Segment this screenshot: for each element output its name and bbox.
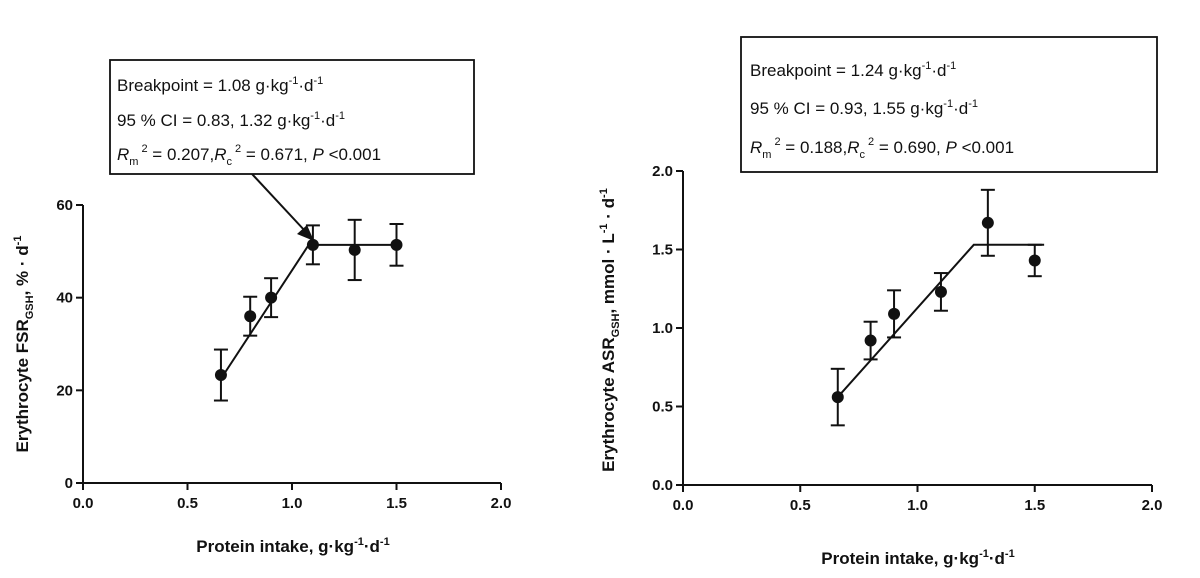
right-x-tick-label: 1.0 bbox=[907, 497, 928, 514]
left-data-point bbox=[348, 243, 361, 256]
left-data-point bbox=[214, 369, 227, 382]
left-ticks: 0.0 0.5 1.0 1.5 2.0 0 20 40 60 bbox=[56, 197, 511, 512]
right-x-tick-label: 0.5 bbox=[790, 497, 811, 514]
left-data-point bbox=[306, 238, 319, 251]
left-data-point bbox=[244, 310, 257, 323]
right-ticks: 0.0 0.5 1.0 1.5 2.0 0.0 0.5 1.0 1.5 2.0 bbox=[652, 163, 1162, 514]
left-chart: 0.0 0.5 1.0 1.5 2.0 0 20 40 60 Erythrocyte FSRGS… bbox=[12, 59, 511, 556]
left-y-tick-label: 0 bbox=[65, 475, 73, 492]
left-x-tick-label: 0.5 bbox=[177, 495, 198, 512]
left-annotation: Breakpoint = 1.08 g·kg-1·d-1 95 % CI = 0… bbox=[109, 59, 475, 241]
left-annotation-arrowhead bbox=[297, 225, 314, 241]
left-x-label: Protein intake, g·kg-1·d-1 bbox=[196, 536, 389, 556]
left-annotation-r2: Rm2 = 0.207,Rc2 = 0.671, P <0.001 bbox=[117, 143, 381, 168]
right-data-point bbox=[864, 334, 877, 347]
left-data-point bbox=[390, 238, 403, 251]
left-annotation-ci: 95 % CI = 0.83, 1.32 g·kg-1·d-1 bbox=[117, 110, 345, 130]
left-points bbox=[213, 218, 404, 402]
left-y-tick-label: 60 bbox=[56, 197, 73, 214]
right-annotation-r2: Rm2 = 0.188,Rc2 = 0.690, P <0.001 bbox=[750, 136, 1014, 161]
left-y-tick-label: 20 bbox=[56, 382, 73, 399]
right-fit-line bbox=[837, 243, 1045, 398]
right-annotation: Breakpoint = 1.24 g·kg-1·d-1 95 % CI = 0… bbox=[740, 36, 1158, 173]
right-y-tick-label: 2.0 bbox=[652, 163, 673, 180]
right-fit-line-group bbox=[837, 243, 1045, 398]
left-x-tick-label: 0.0 bbox=[73, 495, 94, 512]
right-chart: 0.0 0.5 1.0 1.5 2.0 0.0 0.5 1.0 1.5 2.0 Erythrocy… bbox=[598, 36, 1162, 568]
left-annotation-arrow bbox=[251, 173, 307, 233]
left-annotation-box bbox=[109, 59, 475, 175]
right-data-point bbox=[981, 216, 994, 229]
right-y-tick-label: 1.5 bbox=[652, 242, 673, 259]
right-y-tick-label: 0.5 bbox=[652, 399, 673, 416]
right-y-tick-label: 1.0 bbox=[652, 320, 673, 337]
left-x-tick-label: 2.0 bbox=[491, 495, 512, 512]
right-data-point bbox=[1028, 254, 1041, 267]
left-annotation-breakpoint: Breakpoint = 1.08 g·kg-1·d-1 bbox=[117, 75, 323, 95]
left-data-point bbox=[265, 291, 278, 304]
right-data-point bbox=[888, 307, 901, 320]
right-annotation-ci: 95 % CI = 0.93, 1.55 g·kg-1·d-1 bbox=[750, 98, 978, 118]
right-data-point bbox=[934, 285, 947, 298]
right-x-tick-label: 1.5 bbox=[1024, 497, 1045, 514]
right-y-tick-label: 0.0 bbox=[652, 477, 673, 494]
left-x-tick-label: 1.5 bbox=[386, 495, 407, 512]
left-y-label: Erythrocyte FSRGSH, % · d-1 bbox=[12, 236, 36, 453]
right-data-point bbox=[831, 391, 844, 404]
right-x-tick-label: 2.0 bbox=[1142, 497, 1163, 514]
right-x-label: Protein intake, g·kg-1·d-1 bbox=[821, 548, 1014, 568]
right-annotation-box bbox=[740, 36, 1158, 173]
right-y-label: Erythrocyte ASRGSH, mmol · L-1 · d-1 bbox=[598, 188, 622, 472]
left-x-tick-label: 1.0 bbox=[282, 495, 303, 512]
right-annotation-breakpoint: Breakpoint = 1.24 g·kg-1·d-1 bbox=[750, 60, 956, 80]
right-points bbox=[830, 188, 1042, 427]
left-y-tick-label: 40 bbox=[56, 290, 73, 307]
right-x-tick-label: 0.0 bbox=[673, 497, 694, 514]
